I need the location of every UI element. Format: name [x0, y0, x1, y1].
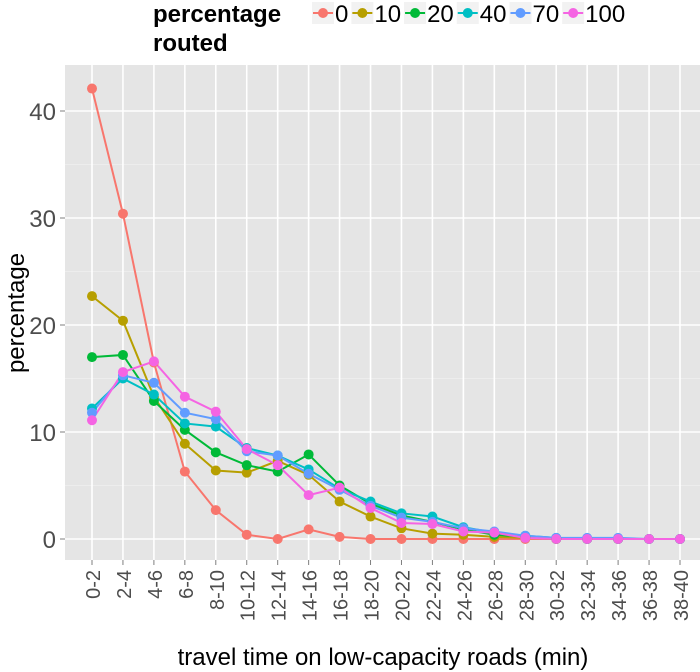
data-point-100	[582, 534, 593, 544]
x-tick-label: 2-4	[114, 570, 136, 599]
x-tick-label: 4-6	[145, 570, 167, 599]
legend-key-point	[357, 8, 368, 18]
legend-label-20: 20	[427, 1, 454, 28]
y-tick-label: 40	[29, 99, 56, 126]
data-point-0	[179, 466, 190, 477]
data-point-100	[551, 534, 562, 544]
legend-key-point	[410, 8, 421, 18]
x-tick-label: 28-30	[516, 570, 538, 621]
data-point-100	[458, 526, 469, 537]
data-point-100	[117, 367, 128, 378]
x-tick-label: 20-22	[392, 570, 414, 621]
data-point-70	[179, 407, 190, 418]
data-point-100	[613, 534, 624, 544]
data-point-10	[241, 467, 252, 478]
data-point-70	[303, 468, 314, 479]
x-tick-label: 8-10	[207, 570, 229, 610]
data-point-40	[179, 418, 190, 429]
x-tick-label: 24-26	[454, 570, 476, 621]
x-tick-label: 6-8	[176, 570, 198, 599]
data-point-0	[87, 83, 97, 94]
data-point-70	[148, 377, 159, 388]
data-point-20	[241, 460, 252, 471]
data-point-70	[272, 450, 283, 461]
x-tick-label: 14-16	[300, 570, 322, 621]
x-tick-label: 36-38	[640, 570, 662, 621]
data-point-100	[148, 356, 159, 367]
data-point-0	[272, 534, 283, 544]
data-point-20	[303, 449, 314, 460]
x-tick-label: 26-28	[485, 570, 507, 621]
x-tick-label: 10-12	[238, 570, 260, 621]
x-tick-label: 30-32	[547, 570, 569, 621]
data-point-40	[148, 389, 159, 400]
y-tick-label: 0	[43, 527, 56, 554]
data-point-10	[334, 496, 345, 507]
data-point-100	[87, 415, 97, 426]
data-point-20	[87, 352, 97, 363]
legend-label-0: 0	[335, 1, 348, 28]
x-tick-label: 32-34	[578, 570, 600, 621]
data-point-0	[210, 505, 221, 516]
data-point-0	[396, 534, 407, 544]
data-point-100	[520, 532, 531, 543]
data-point-0	[241, 529, 252, 540]
data-point-100	[334, 482, 345, 493]
data-point-100	[644, 534, 655, 544]
plot-panel	[65, 65, 700, 560]
data-point-100	[179, 391, 190, 402]
data-point-10	[365, 511, 376, 522]
legend-label-70: 70	[532, 1, 559, 28]
data-point-0	[334, 531, 345, 542]
data-point-20	[210, 447, 221, 458]
data-point-10	[87, 291, 97, 302]
data-point-20	[117, 349, 128, 360]
legend-title-line1: percentage	[153, 1, 281, 28]
data-point-10	[179, 438, 190, 449]
data-point-100	[241, 444, 252, 455]
legend-title-line2: routed	[153, 30, 228, 57]
data-point-10	[427, 528, 438, 539]
data-point-10	[210, 465, 221, 476]
x-tick-label: 18-20	[362, 570, 384, 621]
y-tick-label: 30	[29, 206, 56, 233]
legend-key-point	[515, 8, 526, 18]
data-point-100	[365, 502, 376, 513]
x-tick-label: 0-2	[83, 570, 105, 599]
y-tick-label: 20	[29, 313, 56, 340]
data-point-100	[396, 517, 407, 528]
y-tick-label: 10	[29, 420, 56, 447]
legend-key-point	[318, 8, 328, 18]
data-point-100	[675, 534, 685, 544]
data-point-100	[427, 519, 438, 530]
data-point-70	[87, 407, 97, 418]
data-point-100	[489, 527, 500, 538]
data-point-0	[303, 524, 314, 535]
legend-label-10: 10	[374, 1, 401, 28]
data-point-10	[117, 315, 128, 326]
x-tick-label: 34-36	[609, 570, 631, 621]
legend-label-40: 40	[480, 1, 507, 28]
x-axis-title: travel time on low-capacity roads (min)	[178, 644, 589, 671]
x-tick-label: 38-40	[671, 570, 693, 621]
series-line-70	[91, 374, 680, 540]
legend-key-point	[568, 8, 579, 18]
y-axis-title: percentage	[3, 253, 30, 373]
x-tick-label: 16-18	[331, 570, 353, 621]
legend-key-point	[462, 8, 473, 18]
data-point-0	[117, 208, 128, 219]
data-point-0	[365, 534, 376, 544]
series-line-100	[91, 360, 680, 540]
legend-label-100: 100	[585, 1, 625, 28]
data-point-40	[210, 421, 221, 432]
data-point-100	[210, 406, 221, 417]
data-point-100	[272, 460, 283, 471]
data-point-100	[303, 490, 314, 501]
data-point-70	[210, 414, 221, 425]
x-tick-label: 12-14	[269, 570, 291, 621]
x-tick-label: 22-24	[423, 570, 445, 621]
